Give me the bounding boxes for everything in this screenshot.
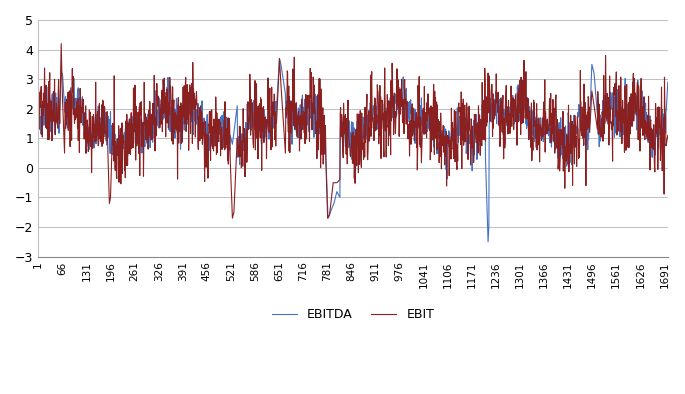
EBITDA: [275, 56, 284, 61]
EBITDA: [139, 131, 147, 136]
EBIT: [34, 121, 42, 126]
EBIT: [363, 153, 371, 158]
EBITDA: [390, 97, 399, 101]
EBIT: [57, 41, 65, 46]
Line: EBIT: EBIT: [38, 44, 668, 218]
EBITDA: [538, 119, 547, 123]
EBITDA: [664, 80, 672, 84]
EBIT: [664, 133, 672, 138]
EBIT: [151, 100, 159, 104]
EBITDA: [363, 127, 371, 132]
EBIT: [139, 174, 147, 178]
EBIT: [391, 109, 399, 114]
Line: EBITDA: EBITDA: [38, 58, 668, 242]
EBITDA: [150, 118, 158, 123]
EBITDA: [34, 80, 42, 84]
EBITDA: [328, 206, 336, 210]
EBIT: [328, 187, 336, 191]
EBIT: [538, 116, 547, 121]
EBIT: [228, 216, 236, 221]
EBITDA: [484, 240, 493, 244]
Legend: EBITDA, EBIT: EBITDA, EBIT: [267, 303, 439, 326]
